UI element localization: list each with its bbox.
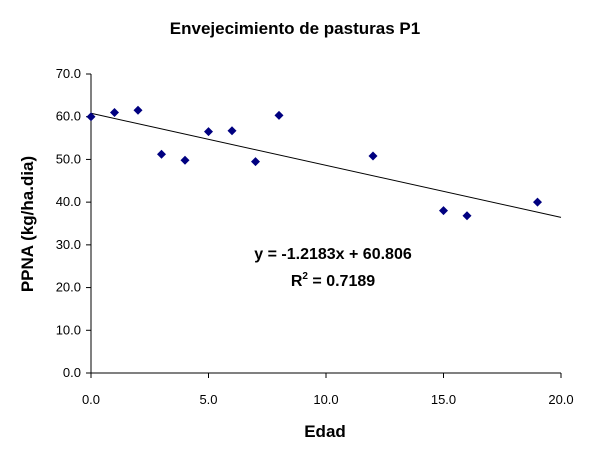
data-point — [110, 107, 119, 117]
data-point — [368, 151, 378, 161]
y-tick-label: 20.0 — [56, 280, 81, 295]
data-point — [180, 155, 190, 165]
y-tick-label: 0.0 — [63, 365, 81, 380]
y-axis-title: PPNA (kg/ha.dia) — [18, 156, 37, 292]
data-point — [439, 206, 448, 216]
r2-value: = 0.7189 — [308, 273, 375, 290]
plot-area: 0.0 10.0 20.0 30.0 40.0 50.0 60.0 70.0 0.0 5.0 10.… — [56, 66, 574, 407]
x-tick-label: 20.0 — [548, 392, 573, 407]
trendline-equation: y = -1.2183x + 60.806 — [254, 246, 412, 263]
r2-superscript: 2 — [302, 271, 308, 282]
y-tick-label: 70.0 — [56, 66, 81, 81]
trendline — [90, 112, 562, 218]
r2-prefix: R — [291, 273, 303, 290]
y-tick-label: 60.0 — [56, 109, 81, 124]
data-point — [157, 149, 166, 159]
data-point — [274, 110, 284, 120]
data-point — [86, 112, 96, 122]
chart-title: Envejecimiento de pasturas P1 — [170, 19, 420, 38]
y-tick-label: 50.0 — [56, 151, 81, 166]
y-tick-label: 30.0 — [56, 237, 81, 252]
data-point — [533, 197, 542, 207]
trendline-r-squared: R2 = 0.7189 — [291, 271, 375, 290]
x-axis-title: Edad — [304, 422, 346, 441]
x-tick-label: 10.0 — [313, 392, 338, 407]
data-point — [462, 211, 472, 221]
data-point — [251, 157, 260, 167]
y-tick-label: 40.0 — [56, 194, 81, 209]
y-tick-label: 10.0 — [56, 322, 81, 337]
x-tick-label: 5.0 — [199, 392, 217, 407]
data-point — [204, 127, 213, 137]
data-point — [133, 105, 143, 115]
x-tick-label: 15.0 — [431, 392, 456, 407]
x-tick-label: 0.0 — [82, 392, 100, 407]
data-point — [227, 126, 237, 136]
